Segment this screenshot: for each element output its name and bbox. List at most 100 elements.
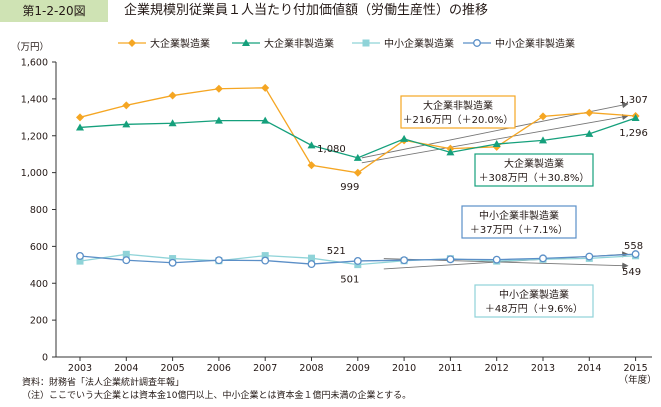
data-point	[76, 252, 84, 260]
data-point	[307, 260, 316, 269]
data-point	[307, 161, 316, 170]
y-tick-label: 400	[30, 279, 48, 290]
data-point	[122, 250, 130, 258]
data-point	[168, 258, 177, 267]
value-label: 501	[340, 275, 359, 286]
y-tick-label: 1,200	[21, 131, 48, 142]
series	[76, 250, 640, 269]
series-group	[76, 83, 640, 269]
data-point	[539, 112, 547, 121]
data-point	[169, 255, 177, 263]
annotation-box-frame	[400, 95, 516, 129]
legend-label: 大企業非製造業	[264, 37, 334, 50]
data-point	[122, 256, 131, 265]
data-point	[446, 255, 455, 264]
data-point	[492, 140, 501, 148]
chart-title: 企業規模別従業員１人当たり付加価値額（労働生産性）の推移	[124, 3, 489, 18]
data-point	[168, 119, 177, 127]
value-label: 558	[624, 241, 643, 252]
legend: 大企業製造業 大企業非製造業 中小企業製造業 中小企業非製造業	[118, 37, 575, 50]
data-point	[76, 257, 84, 265]
value-label: 1,307	[619, 95, 648, 106]
definition-note: （注）ここでいう大企業とは資本金10億円以上、中小企業とは資本金１億円未満の企業…	[22, 391, 412, 401]
annotation-box-change: ＋216万円（＋20.0%）	[403, 114, 514, 126]
x-axis-label: （年度）	[619, 374, 657, 386]
data-point	[539, 136, 547, 144]
annotation-arrow	[361, 113, 629, 164]
data-point	[261, 83, 270, 92]
annotation-box-frame	[474, 153, 594, 187]
x-tick-label: 2015	[624, 363, 648, 374]
series-line	[79, 117, 636, 159]
data-point	[122, 101, 131, 110]
data-point	[76, 123, 84, 131]
data-point	[214, 256, 223, 265]
x-tick-label: 2003	[68, 363, 92, 374]
series	[76, 114, 640, 161]
value-label: 1,296	[619, 128, 648, 139]
data-point	[585, 108, 594, 117]
annotation-box: 大企業非製造業 ＋216万円（＋20.0%）	[400, 95, 516, 129]
data-point	[492, 255, 501, 264]
data-point	[307, 141, 316, 149]
data-point	[353, 153, 362, 161]
legend-swatch-marker	[362, 39, 370, 47]
data-point	[261, 256, 270, 265]
x-tick-label: 2013	[531, 363, 555, 374]
x-tick-label: 2006	[207, 363, 231, 374]
x-tick-label: 2009	[346, 363, 370, 374]
data-point	[400, 134, 409, 142]
x-tick-label: 2007	[253, 363, 277, 374]
data-point	[353, 168, 362, 177]
annotation-box-change: ＋308万円（＋30.8%）	[479, 172, 590, 184]
y-tick-label: 1,600	[21, 58, 48, 69]
data-point	[214, 84, 223, 93]
data-point	[261, 252, 269, 260]
figure-number: 第1-2-20図	[0, 0, 108, 22]
data-point	[446, 148, 455, 156]
annotation-box: 大企業製造業 ＋308万円（＋30.8%）	[474, 153, 594, 187]
data-point	[585, 252, 594, 261]
series	[76, 83, 640, 177]
value-label: 549	[622, 267, 641, 278]
legend-item: 中小企業製造業	[352, 37, 454, 50]
y-axis-label: （万円）	[11, 41, 49, 53]
value-label: 1,080	[317, 144, 346, 155]
x-tick-label: 2004	[114, 363, 138, 374]
x-tick-label: 2010	[392, 363, 416, 374]
legend-label: 中小企業製造業	[384, 37, 454, 50]
source-note: 資料：財務省「法人企業統計調査年報」	[22, 378, 185, 388]
y-tick-label: 600	[30, 242, 48, 253]
legend-swatch-marker	[473, 39, 481, 47]
axes: 0 200 400 600 800 1,000 1,200 1,400 1,600 （万円） 200…	[11, 41, 657, 386]
data-point	[400, 256, 409, 265]
legend-item: 中小企業非製造業	[463, 37, 575, 50]
y-tick-label: 200	[30, 316, 48, 327]
data-point	[585, 129, 594, 137]
x-tick-label: 2014	[577, 363, 601, 374]
data-point	[539, 254, 547, 263]
data-point	[631, 114, 640, 122]
legend-label: 大企業製造業	[150, 37, 210, 50]
value-label: 521	[327, 246, 346, 257]
footnotes: 資料：財務省「法人企業統計調査年報」 （注）ここでいう大企業とは資本金10億円以…	[22, 377, 411, 403]
data-point	[308, 254, 315, 262]
annotation-box-title: 大企業非製造業	[423, 99, 493, 112]
data-point	[261, 116, 270, 124]
y-tick-label: 1,000	[21, 168, 48, 179]
data-point	[214, 116, 223, 124]
data-point	[353, 256, 362, 265]
y-tick-label: 0	[42, 353, 48, 364]
annotations: 1,080 999 521 501 1,307 1,296 558 549 大企業非製造業 ＋21…	[317, 95, 648, 318]
annotation-box: 中小企業製造業 ＋48万円（＋9.6%）	[474, 284, 594, 318]
legend-swatch-marker	[242, 39, 250, 46]
annotation-box-title: 大企業製造業	[504, 157, 564, 170]
y-tick-label: 1,400	[21, 94, 48, 105]
x-tick-label: 2008	[299, 363, 323, 374]
data-point	[631, 250, 640, 259]
annotation-box-frame	[474, 284, 594, 318]
legend-label: 中小企業非製造業	[495, 37, 575, 50]
annotation-box-frame	[461, 205, 577, 239]
annotation-box-change: ＋48万円（＋9.6%）	[485, 303, 583, 315]
